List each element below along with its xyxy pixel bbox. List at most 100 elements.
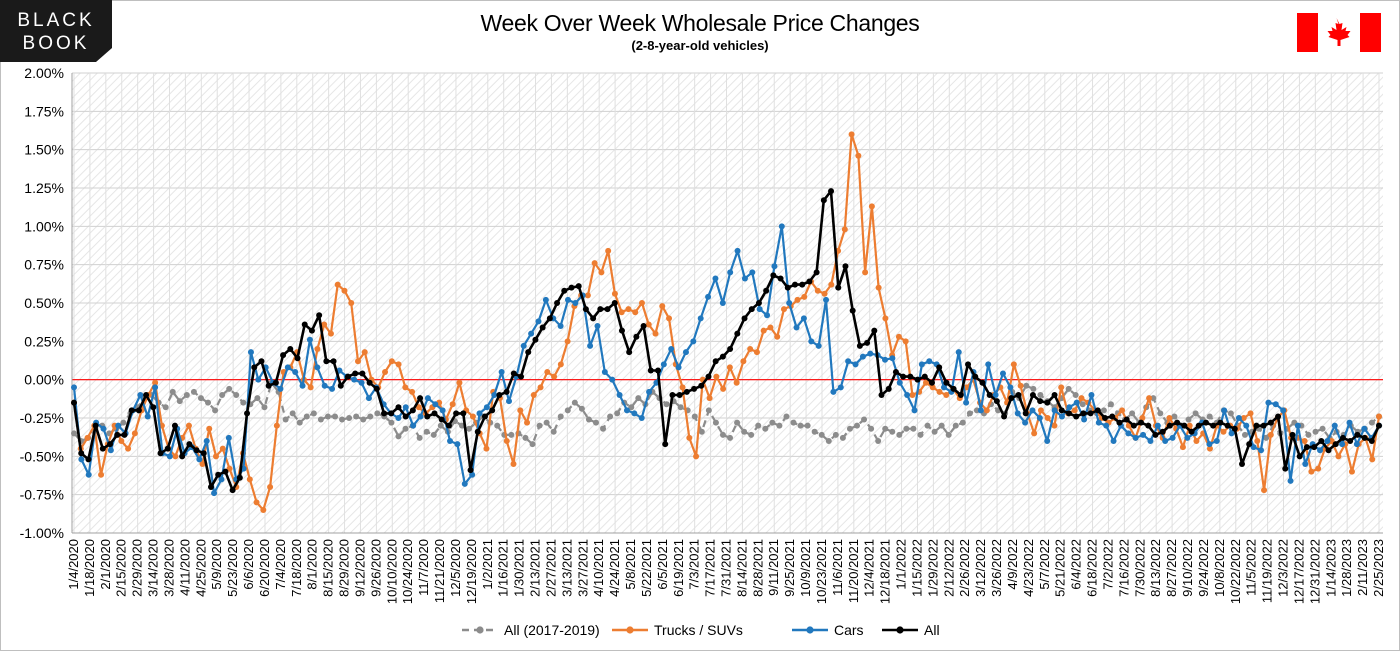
- data-point: [753, 349, 760, 356]
- legend-label: Trucks / SUVs: [654, 622, 743, 638]
- data-point: [1231, 425, 1238, 432]
- x-tick-label: 8/13/2022: [1148, 539, 1163, 597]
- data-point: [585, 416, 592, 423]
- data-point: [889, 355, 896, 362]
- legend-label: All: [924, 622, 940, 638]
- data-point: [1206, 441, 1213, 448]
- data-point: [430, 431, 437, 438]
- data-point: [496, 392, 503, 398]
- data-point: [498, 369, 505, 375]
- data-point: [734, 419, 741, 426]
- data-point: [71, 399, 77, 406]
- data-point: [508, 431, 515, 438]
- data-point: [1376, 413, 1382, 420]
- data-point: [510, 461, 517, 467]
- x-tick-label: 2/26/2022: [957, 539, 972, 597]
- data-point: [280, 352, 287, 359]
- data-point: [1261, 487, 1268, 494]
- data-point: [646, 388, 653, 395]
- x-tick-label: 8/15/2020: [321, 539, 336, 597]
- data-point: [903, 425, 910, 432]
- data-point: [1109, 413, 1116, 420]
- data-point: [845, 358, 852, 365]
- data-point: [329, 385, 336, 392]
- data-point: [314, 364, 321, 371]
- data-point: [321, 321, 328, 328]
- data-point: [917, 431, 924, 438]
- data-point: [317, 416, 324, 423]
- data-point: [137, 392, 144, 398]
- data-point: [1186, 422, 1193, 429]
- data-point: [1287, 477, 1294, 484]
- x-tick-label: 11/7/2020: [416, 539, 431, 596]
- data-point: [341, 287, 348, 294]
- data-point: [307, 384, 314, 391]
- data-point: [212, 453, 219, 460]
- y-tick-label: 0.00%: [24, 372, 64, 388]
- data-point: [663, 401, 670, 408]
- data-point: [614, 410, 621, 417]
- data-point: [823, 296, 830, 303]
- data-point: [1152, 431, 1159, 438]
- data-point: [1150, 395, 1157, 402]
- x-tick-label: 8/1/2020: [305, 539, 320, 590]
- x-tick-label: 3/26/2022: [989, 539, 1004, 597]
- data-point: [720, 385, 727, 392]
- data-point: [525, 349, 532, 356]
- data-point: [1188, 428, 1195, 435]
- data-point: [705, 407, 712, 414]
- data-point: [632, 309, 639, 316]
- data-point: [604, 306, 611, 313]
- data-point: [1116, 419, 1123, 426]
- data-point: [682, 349, 689, 356]
- data-point: [225, 434, 232, 441]
- data-point: [382, 369, 389, 375]
- data-point: [402, 413, 409, 420]
- x-tick-label: 3/14/2020: [146, 539, 161, 597]
- data-point: [578, 405, 585, 412]
- data-point: [575, 283, 582, 290]
- data-point: [1275, 413, 1282, 420]
- data-point: [601, 369, 608, 375]
- x-tick-label: 2/25/2023: [1371, 539, 1386, 597]
- data-point: [179, 453, 186, 460]
- data-point: [1206, 413, 1213, 420]
- x-tick-label: 8/28/2021: [750, 539, 765, 597]
- data-point: [706, 395, 713, 402]
- data-point: [690, 338, 697, 345]
- data-point: [719, 431, 726, 438]
- data-point: [593, 419, 599, 426]
- data-point: [1247, 410, 1254, 417]
- data-point: [755, 300, 762, 306]
- data-point: [1037, 392, 1044, 398]
- data-point: [719, 300, 726, 306]
- data-point: [835, 284, 842, 291]
- y-tick-label: 2.00%: [24, 65, 64, 81]
- x-tick-label: 12/5/2020: [448, 539, 463, 597]
- x-tick-label: 7/18/2020: [289, 539, 304, 597]
- x-tick-label: 10/22/2022: [1228, 539, 1243, 604]
- x-tick-label: 12/17/2022: [1291, 539, 1306, 604]
- data-point: [611, 300, 618, 306]
- data-point: [135, 407, 142, 414]
- x-tick-label: 7/31/2021: [719, 539, 734, 597]
- data-point: [697, 315, 704, 322]
- data-point: [1058, 384, 1065, 391]
- x-tick-label: 6/20/2020: [257, 539, 272, 597]
- data-point: [503, 388, 510, 395]
- x-tick-label: 9/24/2022: [1196, 539, 1211, 597]
- data-point: [950, 385, 957, 392]
- black-book-logo: BLACK BOOK: [0, 0, 112, 62]
- data-point: [190, 388, 197, 395]
- data-point: [1015, 392, 1022, 398]
- x-tick-label: 8/27/2022: [1164, 539, 1179, 597]
- data-point: [1154, 422, 1161, 429]
- data-point: [1162, 438, 1169, 444]
- data-point: [205, 399, 212, 406]
- data-point: [793, 324, 800, 331]
- data-point: [936, 364, 943, 371]
- y-tick-label: 0.25%: [24, 333, 64, 349]
- data-point: [1339, 441, 1346, 448]
- data-point: [818, 431, 825, 438]
- data-point: [931, 428, 938, 435]
